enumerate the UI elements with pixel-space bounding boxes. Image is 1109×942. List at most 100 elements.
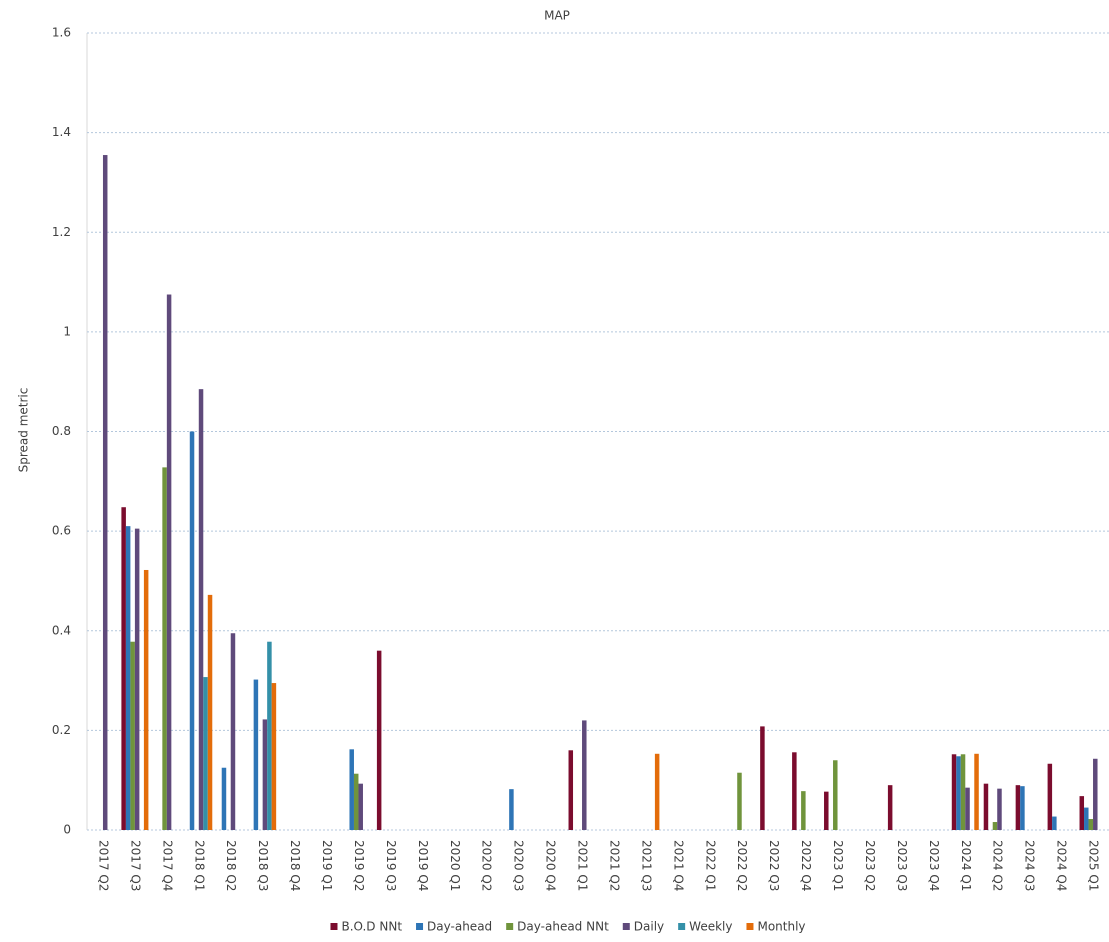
x-tick-label: 2017 Q2	[96, 840, 110, 891]
bar	[737, 772, 742, 830]
legend-label: Daily	[634, 920, 664, 934]
bar	[568, 750, 574, 830]
x-tick-label: 2018 Q1	[192, 840, 206, 891]
x-tick-label: 2018 Q4	[288, 840, 302, 891]
bar	[824, 791, 829, 830]
chart-title: MAP	[544, 9, 570, 23]
bar	[951, 754, 957, 830]
bar	[358, 783, 363, 830]
bar	[221, 767, 227, 830]
y-tick-label: 0.8	[52, 424, 71, 438]
legend-swatch	[330, 923, 338, 930]
x-tick-label: 2021 Q2	[607, 840, 621, 891]
bar	[1020, 786, 1025, 830]
bar	[207, 594, 213, 830]
bar	[203, 677, 208, 830]
y-tick-label: 0.6	[52, 524, 71, 538]
x-tick-label: 2021 Q4	[671, 840, 685, 891]
y-tick-label: 0.4	[52, 623, 71, 637]
x-tick-label: 2023 Q3	[895, 840, 909, 891]
y-tick-label: 1	[63, 324, 71, 338]
bar	[130, 641, 135, 830]
bar	[198, 389, 204, 830]
bar	[162, 467, 167, 830]
x-tick-label: 2020 Q1	[448, 840, 462, 891]
x-tick-label: 2020 Q2	[480, 840, 494, 891]
x-tick-label: 2024 Q1	[959, 840, 973, 891]
bar	[376, 650, 382, 830]
bar	[121, 507, 126, 830]
bar	[267, 641, 272, 830]
bar	[582, 720, 587, 830]
legend-swatch	[678, 923, 686, 930]
legend-swatch	[416, 923, 424, 930]
y-axis-label: Spread metric	[17, 388, 31, 473]
x-tick-label: 2023 Q1	[831, 840, 845, 891]
bar	[992, 822, 998, 830]
x-tick-label: 2019 Q3	[384, 840, 398, 891]
bar	[965, 787, 970, 830]
x-tick-label: 2020 Q3	[512, 840, 526, 891]
bar	[960, 754, 966, 830]
bar	[1084, 807, 1089, 830]
bar	[1079, 796, 1085, 830]
x-tick-label: 2018 Q2	[224, 840, 238, 891]
bar	[102, 155, 108, 830]
y-tick-label: 1.4	[52, 125, 71, 139]
bar	[887, 785, 893, 830]
x-tick-label: 2023 Q4	[927, 840, 941, 891]
legend-label: Day-ahead	[427, 920, 492, 934]
bar	[792, 752, 797, 830]
x-tick-label: 2018 Q3	[256, 840, 270, 891]
x-tick-label: 2021 Q3	[639, 840, 653, 891]
bar	[801, 791, 806, 830]
y-tick-label: 1.2	[52, 225, 71, 239]
legend-label: Monthly	[757, 920, 805, 934]
bar	[353, 773, 359, 830]
legend-label: B.O.D NNt	[341, 920, 402, 934]
y-tick-label: 1.6	[52, 26, 71, 40]
x-tick-label: 2022 Q1	[703, 840, 717, 891]
bar	[166, 294, 172, 830]
x-tick-label: 2017 Q4	[160, 840, 174, 891]
bar	[1093, 758, 1098, 830]
x-tick-label: 2022 Q3	[767, 840, 781, 891]
y-tick-label: 0.2	[52, 723, 71, 737]
bar	[1047, 763, 1053, 830]
bar	[271, 683, 277, 830]
bar	[125, 526, 131, 830]
bar	[1088, 819, 1094, 830]
x-tick-label: 2024 Q4	[1055, 840, 1069, 891]
x-tick-label: 2023 Q2	[863, 840, 877, 891]
bar	[997, 788, 1002, 830]
bar	[760, 726, 765, 830]
bar	[134, 528, 140, 830]
bar	[833, 760, 838, 830]
x-tick-label: 2025 Q1	[1087, 840, 1101, 891]
bar	[974, 753, 979, 830]
bar	[956, 756, 961, 830]
x-tick-label: 2024 Q3	[1023, 840, 1037, 891]
bar	[1052, 816, 1057, 830]
legend-swatch	[506, 923, 514, 930]
x-tick-label: 2021 Q1	[576, 840, 590, 891]
legend-label: Weekly	[689, 920, 732, 934]
legend-label: Day-ahead NNt	[517, 920, 609, 934]
bar	[509, 789, 514, 830]
bar	[262, 719, 268, 830]
bar	[983, 783, 989, 830]
x-tick-label: 2019 Q1	[320, 840, 334, 891]
x-tick-label: 2020 Q4	[544, 840, 558, 891]
x-tick-label: 2017 Q3	[128, 840, 142, 891]
bar	[654, 753, 660, 830]
bar	[230, 633, 236, 830]
bar	[143, 569, 149, 830]
bar	[349, 749, 354, 830]
x-tick-label: 2022 Q2	[735, 840, 749, 891]
legend-swatch	[622, 923, 630, 930]
bar	[253, 679, 259, 830]
bar	[189, 431, 195, 830]
x-tick-label: 2019 Q2	[352, 840, 366, 891]
x-tick-label: 2019 Q4	[416, 840, 430, 891]
